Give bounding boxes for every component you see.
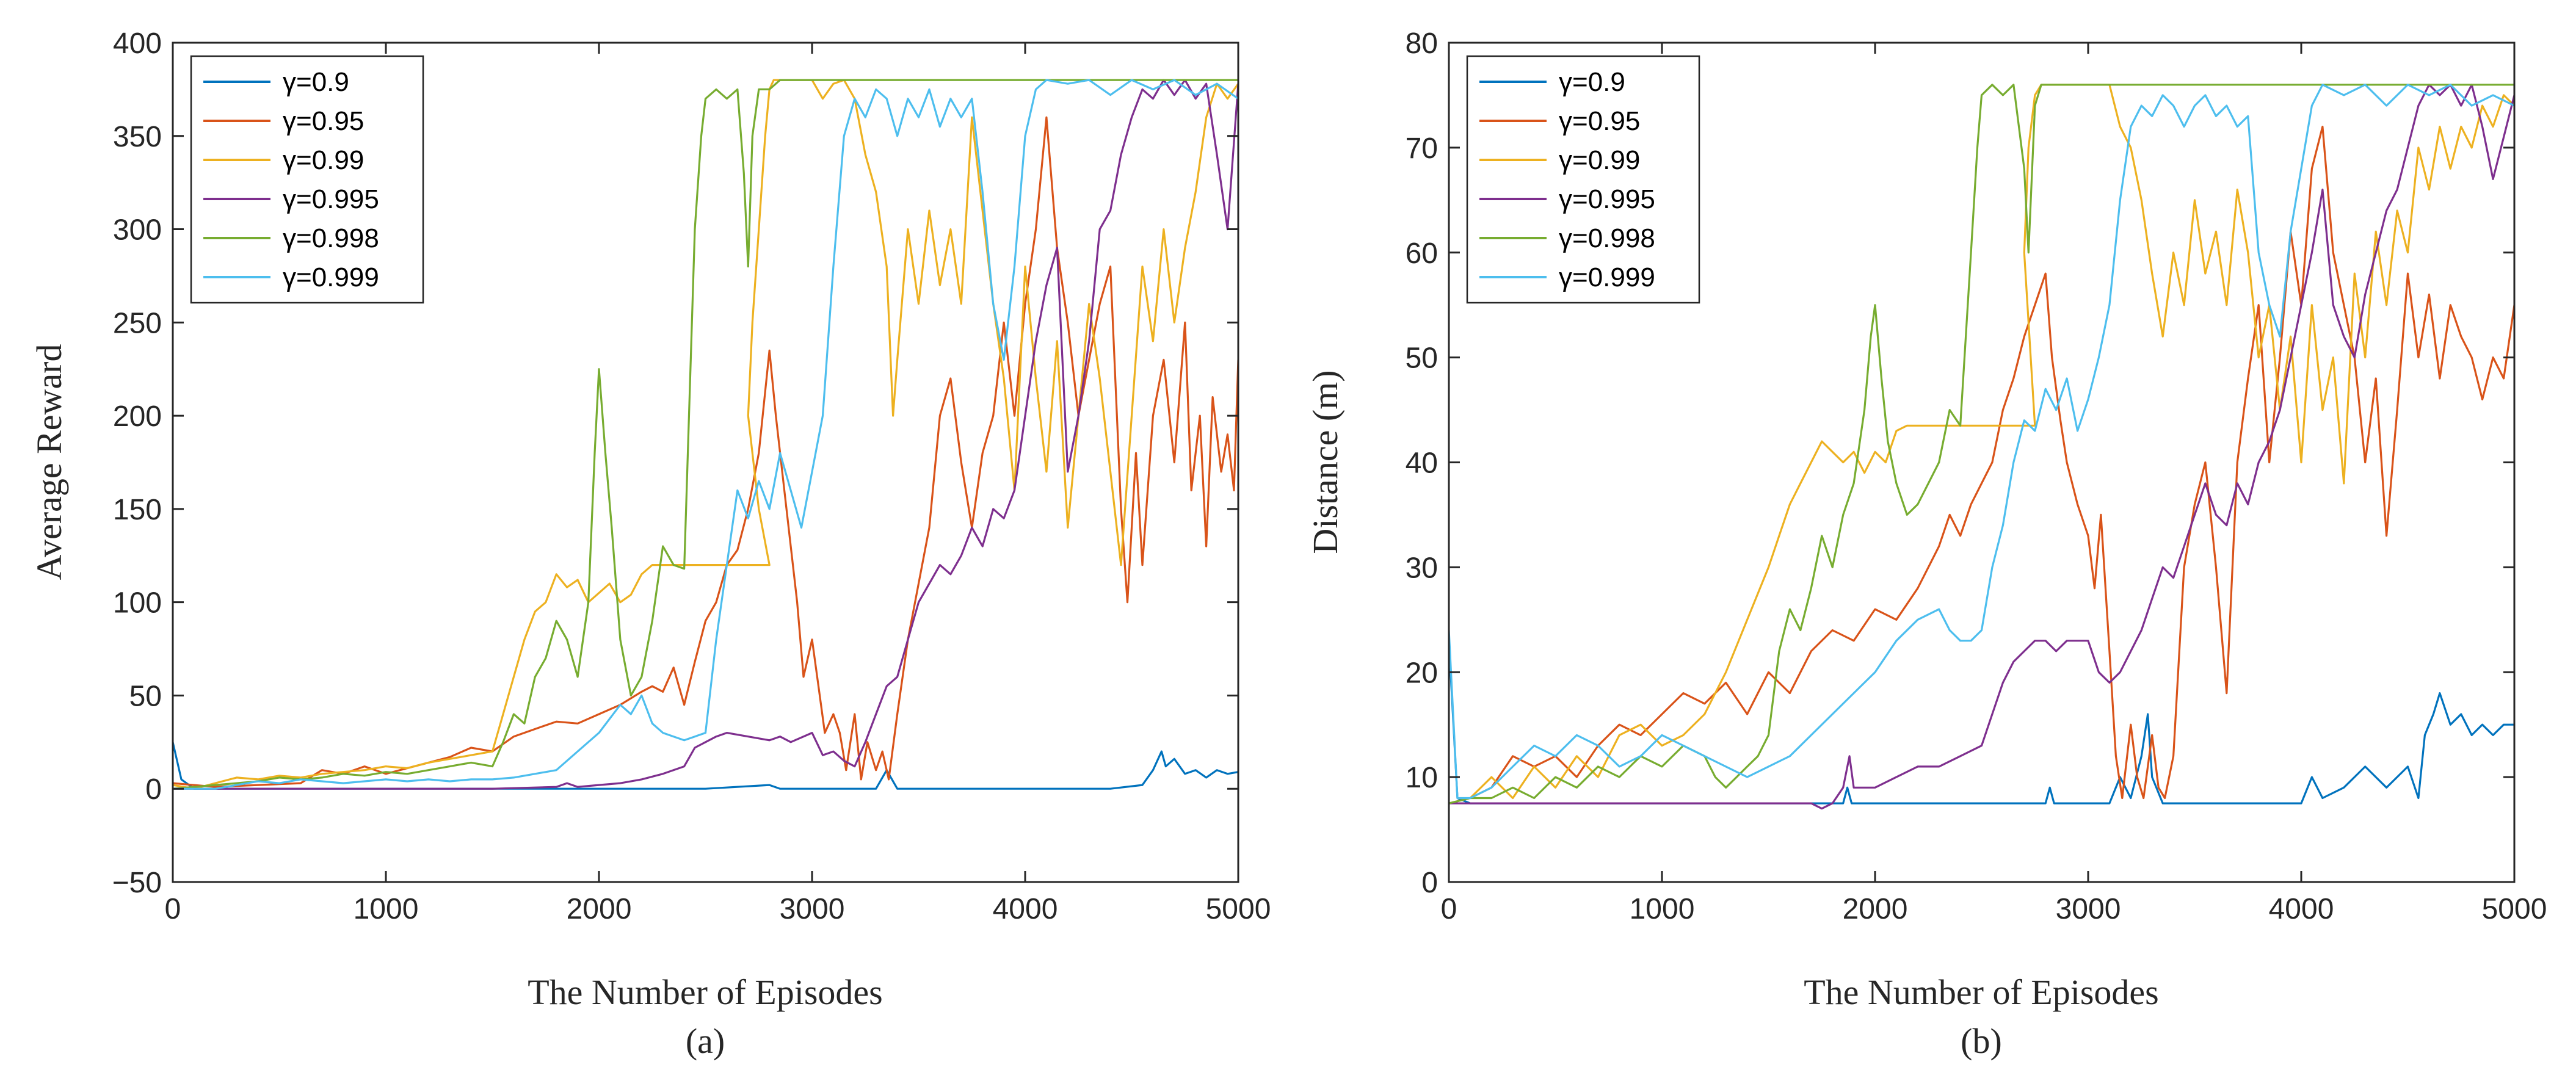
series-line-b-0 xyxy=(1449,640,2514,804)
y-tick-label-b-1: 10 xyxy=(1406,762,1438,794)
y-tick-label-a-0: −50 xyxy=(112,867,162,899)
series-line-b-5 xyxy=(1449,84,2514,800)
x-tick-label-a-1: 1000 xyxy=(354,893,419,925)
legend-b: γ=0.9 γ=0.95 γ=0.99 γ=0.995 γ=0.998 γ=0.999 xyxy=(1466,55,1700,304)
series-line-b-3 xyxy=(1449,84,2514,810)
x-tick-label-a-4: 4000 xyxy=(993,893,1058,925)
panel-a-chart: 0 1000 2000 3000 4000 5000−500501001502002503… xyxy=(29,27,1271,1061)
y-tick-label-a-7: 300 xyxy=(113,214,162,247)
legend-label-a-5: γ=0.999 xyxy=(283,262,379,292)
y-tick-label-b-3: 30 xyxy=(1406,552,1438,584)
series-line-a-3 xyxy=(173,79,1238,790)
legend-label-a-0: γ=0.9 xyxy=(283,67,349,97)
x-tick-label-b-5: 5000 xyxy=(2482,893,2547,925)
y-axis-label-a: Average Reward xyxy=(29,344,69,580)
legend-label-b-4: γ=0.998 xyxy=(1559,223,1655,253)
legend-label-b-2: γ=0.99 xyxy=(1559,145,1640,175)
y-tick-label-b-8: 80 xyxy=(1406,27,1438,60)
x-tick-label-b-2: 2000 xyxy=(1843,893,1908,925)
legend-box-a xyxy=(190,55,424,304)
x-tick-label-b-4: 4000 xyxy=(2269,893,2334,925)
y-tick-label-b-2: 20 xyxy=(1406,657,1438,689)
panel-label-a: (a) xyxy=(686,1021,725,1061)
legend-label-a-4: γ=0.998 xyxy=(283,223,379,253)
x-axis-label-a: The Number of Episodes xyxy=(528,972,882,1012)
legend-label-a-1: γ=0.95 xyxy=(283,106,364,136)
series-group-a xyxy=(173,79,1238,790)
y-tick-label-a-4: 150 xyxy=(113,494,162,526)
legend-label-b-3: γ=0.995 xyxy=(1559,184,1655,214)
legend-label-b-5: γ=0.999 xyxy=(1559,262,1655,292)
axes-b: 0 1000 2000 3000 4000 5000 0 10 20 30 40 50 60 70 80 xyxy=(1406,27,2547,925)
legend-label-b-0: γ=0.9 xyxy=(1559,67,1625,97)
axes-box-a xyxy=(172,42,1239,883)
series-line-a-1 xyxy=(173,116,1238,788)
legend-label-b-1: γ=0.95 xyxy=(1559,106,1640,136)
y-tick-label-a-2: 50 xyxy=(129,680,162,712)
x-tick-label-a-0: 0 xyxy=(165,893,181,925)
series-line-b-1 xyxy=(1449,125,2514,804)
legend-a: γ=0.9 γ=0.95 γ=0.99 γ=0.995 γ=0.998 γ=0.999 xyxy=(190,55,424,304)
x-tick-label-b-3: 3000 xyxy=(2056,893,2121,925)
series-line-a-2 xyxy=(173,79,1238,790)
y-tick-label-b-6: 60 xyxy=(1406,237,1438,270)
y-tick-label-b-5: 50 xyxy=(1406,342,1438,375)
series-group-b xyxy=(1449,84,2514,810)
y-tick-label-b-4: 40 xyxy=(1406,447,1438,480)
y-tick-label-a-3: 100 xyxy=(113,587,162,620)
series-line-b-2 xyxy=(1449,84,2514,804)
x-tick-label-b-0: 0 xyxy=(1441,893,1457,925)
panel-b-chart: 0 1000 2000 3000 4000 5000 0 10 20 30 40 50 60 70 80 T… xyxy=(1305,27,2547,1061)
x-tick-label-a-2: 2000 xyxy=(567,893,632,925)
y-tick-label-a-8: 350 xyxy=(113,121,162,153)
legend-label-a-3: γ=0.995 xyxy=(283,184,379,214)
y-tick-label-b-7: 70 xyxy=(1406,132,1438,165)
y-tick-label-b-0: 0 xyxy=(1421,867,1438,899)
panel-label-b: (b) xyxy=(1961,1021,2002,1061)
series-line-b-4 xyxy=(1449,84,2514,804)
axes-a: 0 1000 2000 3000 4000 5000−500501001502002503… xyxy=(112,27,1271,925)
legend-label-a-2: γ=0.99 xyxy=(283,145,364,175)
y-tick-label-a-9: 400 xyxy=(113,27,162,60)
x-tick-label-a-3: 3000 xyxy=(780,893,845,925)
y-axis-label-b: Distance (m) xyxy=(1305,370,1345,554)
y-tick-label-a-6: 250 xyxy=(113,307,162,339)
y-tick-label-a-5: 200 xyxy=(113,400,162,433)
y-tick-label-a-1: 0 xyxy=(145,773,162,806)
x-tick-label-a-5: 5000 xyxy=(1206,893,1271,925)
series-line-a-5 xyxy=(173,79,1238,790)
x-axis-label-b: The Number of Episodes xyxy=(1804,972,2158,1012)
series-line-a-4 xyxy=(173,79,1238,790)
x-tick-label-b-1: 1000 xyxy=(1630,893,1695,925)
legend-box-b xyxy=(1466,55,1700,304)
